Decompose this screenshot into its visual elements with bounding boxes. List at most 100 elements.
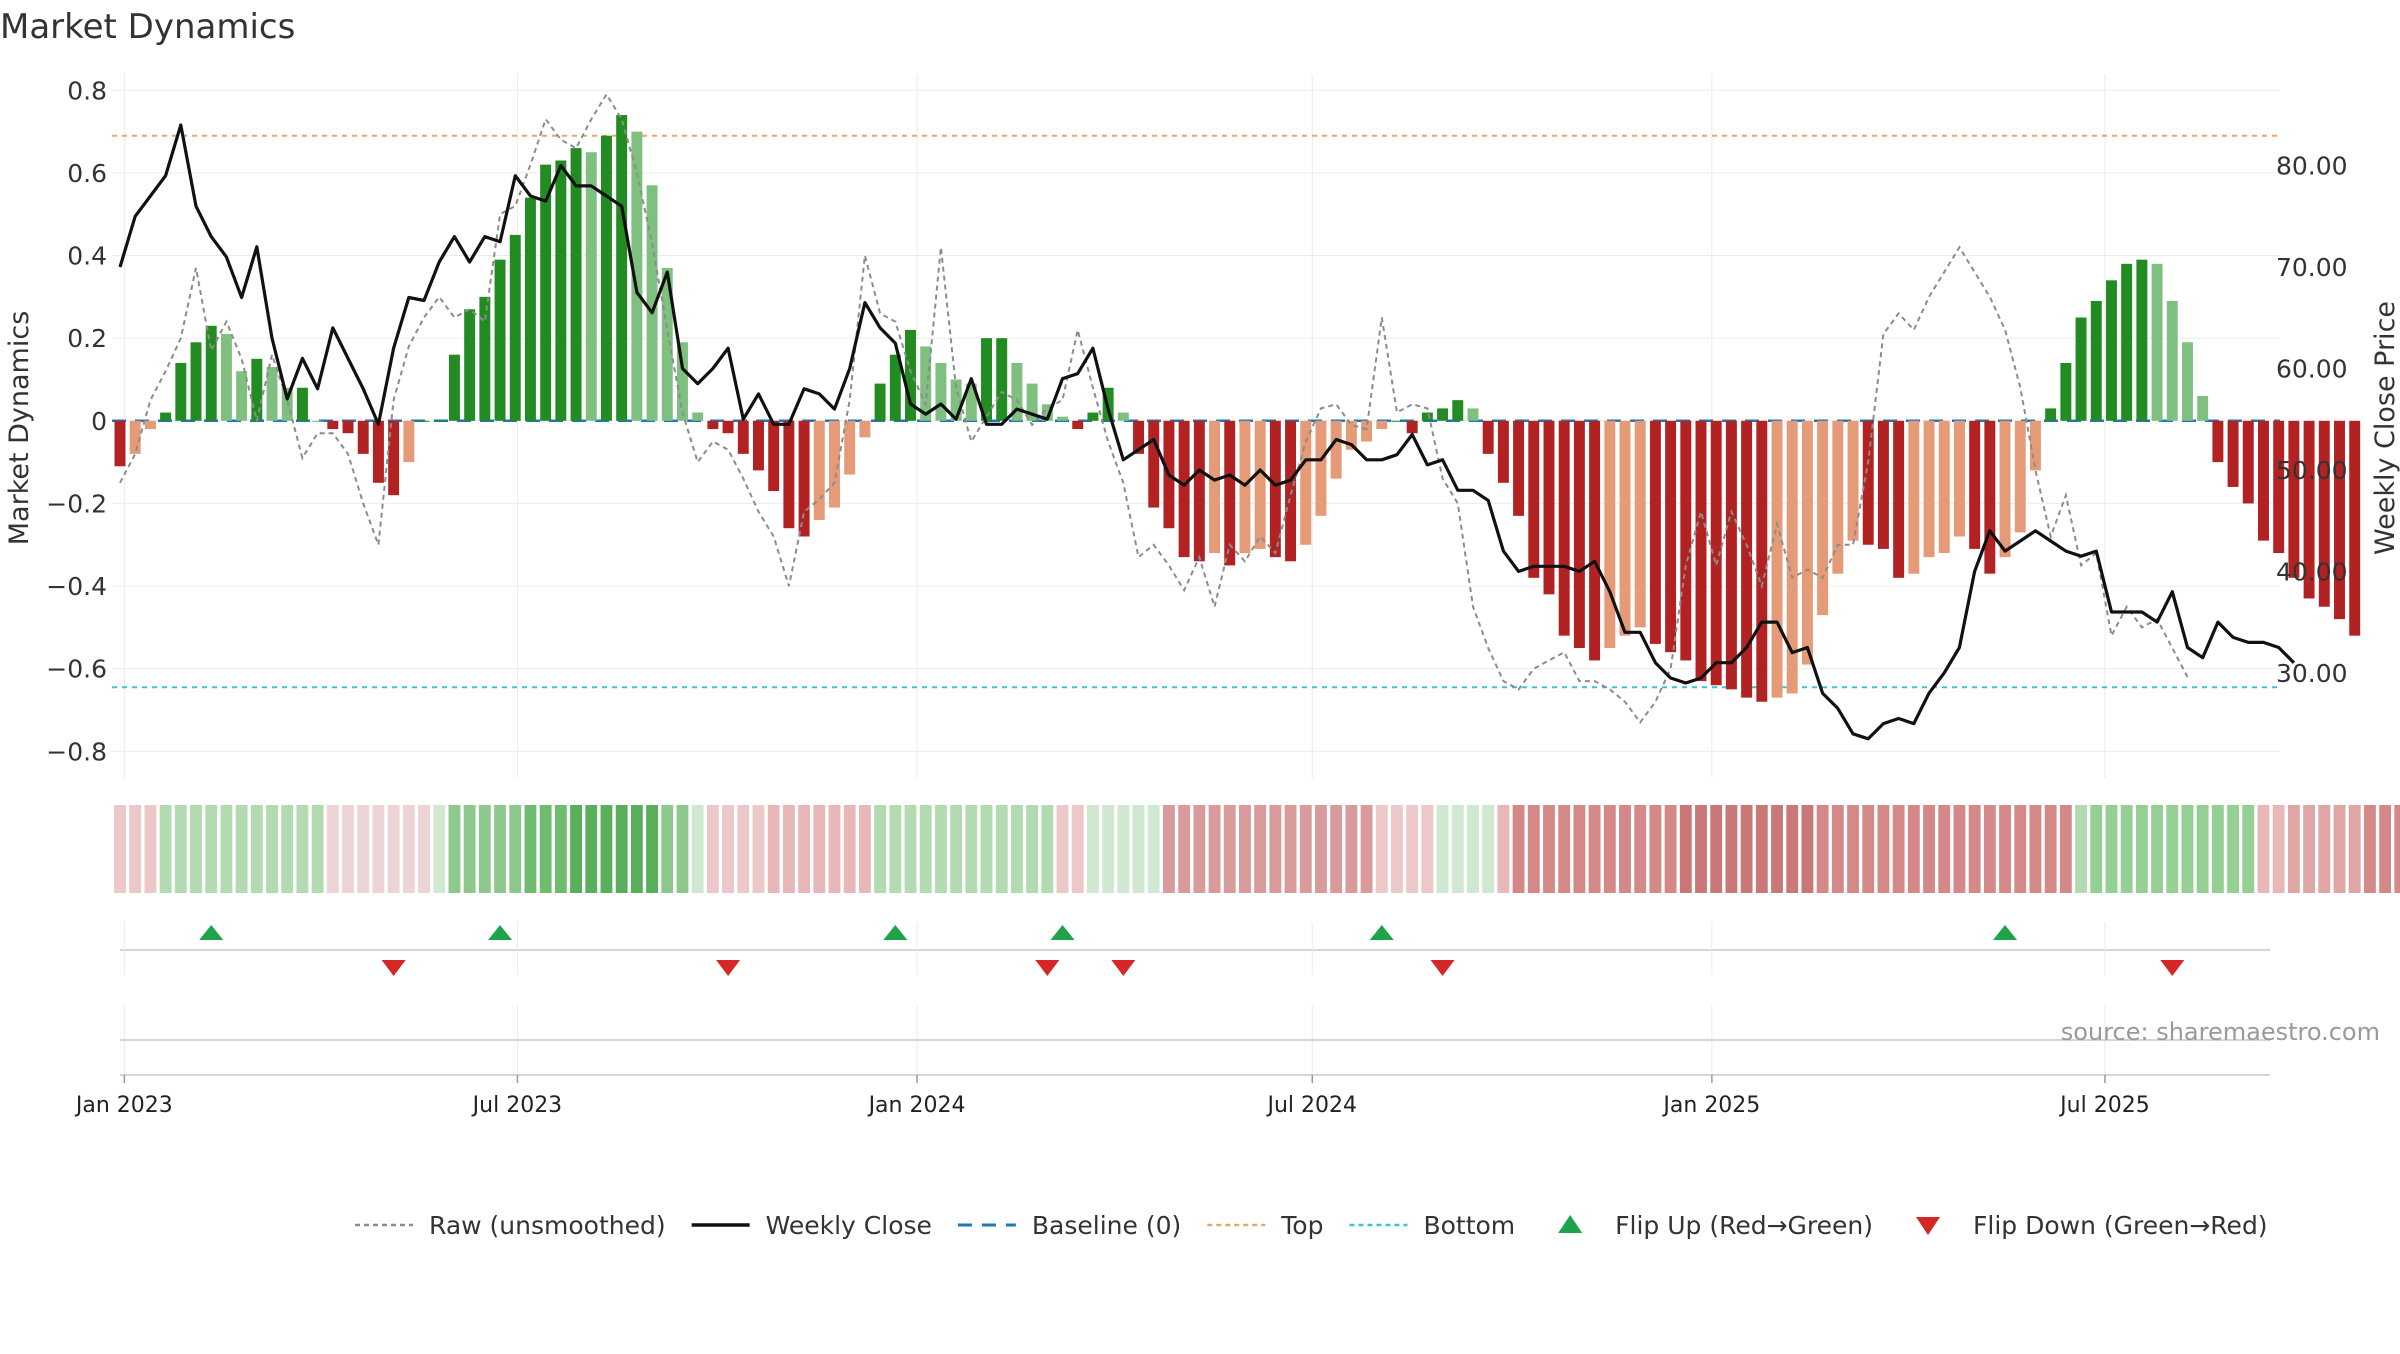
momentum-bar [418,420,430,422]
regime-strip-cell [2166,805,2179,893]
momentum-bar [1984,420,1996,574]
right-tick-label: 40.00 [2276,557,2348,586]
momentum-bar [950,379,962,421]
regime-strip-cell [463,805,476,893]
regime-strip-cell [646,805,658,893]
right-axis-label: Weekly Close Price [2370,301,2400,555]
flip-up-marker [1369,925,1394,940]
regime-strip-cell [1467,805,1479,893]
momentum-bar [1543,420,1555,595]
regime-strip-cell [813,805,826,893]
legend-swatch [1916,1217,1941,1235]
regime-strip-cell [1117,805,1130,893]
momentum-bar [357,420,369,454]
source-credit: source: sharemaestro.com [2061,1018,2380,1046]
momentum-bar [1391,420,1403,422]
momentum-bar [1634,420,1646,628]
regime-strip-cell [904,805,917,893]
momentum-bar [2060,362,2072,421]
regime-strip-cell [600,805,613,893]
momentum-bar [509,234,521,421]
regime-strip-cell [1710,805,1723,893]
momentum-bar [1437,408,1449,421]
momentum-bar [388,420,400,496]
regime-strip-cell [782,805,795,893]
momentum-bar [1285,420,1297,562]
momentum-bar [296,387,308,421]
regime-strip-cell [1071,805,1084,893]
momentum-bar [2075,317,2087,421]
regime-strip-cell [676,805,689,893]
regime-strip-cell [843,805,856,893]
regime-strip-cell [630,805,643,893]
regime-strip-cell [2059,805,2072,893]
regime-strip-cell [1482,805,1495,893]
momentum-bar [2136,259,2148,421]
regime-strip-cell [798,805,811,893]
momentum-bar [2227,420,2239,487]
right-axis-ticks: 80.00 70.00 60.00 50.00 40.00 30.00 [2276,152,2348,688]
flip-up-marker [199,925,224,940]
legend-swatch [1558,1215,1583,1233]
momentum-bar [2151,263,2163,421]
regime-strip-cell [1451,805,1464,893]
momentum-bar [2029,420,2041,471]
momentum-bar [570,148,582,421]
regime-strip-cell [1603,805,1616,893]
momentum-bar [2212,420,2224,463]
regime-strip-cell [1391,805,1403,893]
regime-strip-cell [1010,805,1023,893]
momentum-bar [737,420,749,454]
momentum-bar [2014,420,2026,533]
regime-strip-cell [1360,805,1373,893]
chart-title: Market Dynamics [0,7,295,47]
momentum-bar [1452,400,1464,421]
regime-strip-cell [129,805,142,893]
x-tick-label: Jul 2023 [471,1093,563,1118]
right-tick-label: 80.00 [2276,152,2348,181]
regime-strip-cell [737,805,750,893]
momentum-bar [190,342,202,421]
momentum-bar [1117,412,1129,421]
regime-strip-cell [1163,805,1175,893]
regime-strip-cell [1299,805,1312,893]
regime-strip-cell [615,805,628,893]
momentum-bar [677,342,688,421]
momentum-bar [2121,263,2133,421]
regime-strip-cell [1269,805,1282,893]
regime-strip-cell [950,805,963,893]
regime-strip-cell [1178,805,1191,893]
momentum-bar [1604,420,1616,649]
momentum-bar [1361,420,1373,442]
regime-strip-cell [372,805,385,893]
momentum-bar [1573,420,1585,649]
momentum-bar [935,362,947,421]
left-tick-label: −0.4 [46,572,107,601]
regime-strip-cell [1695,805,1707,893]
regime-strip-cell [722,805,735,893]
momentum-bar [2288,420,2300,578]
legend-label: Weekly Close [766,1211,932,1240]
regime-strip-cell [2379,805,2392,893]
regime-strip-cell [1315,805,1327,893]
regime-strip-cell [1330,805,1343,893]
x-tick-label: Jul 2025 [2058,1093,2150,1118]
momentum-bar [2334,420,2345,620]
momentum-bar [1832,420,1844,574]
regime-strip-cell [509,805,522,893]
momentum-bar [600,135,612,421]
flip-up-marker [488,925,513,940]
regime-strip-cell [2348,805,2361,893]
momentum-bar [2105,280,2117,421]
momentum-bar [844,420,856,475]
regime-strip-cell [1907,805,1920,893]
momentum-bar [1847,420,1859,541]
momentum-bar [1741,420,1753,698]
momentum-bar [1178,420,1190,558]
regime-strip-cell [1831,805,1844,893]
regime-strip-cell [1771,805,1783,893]
momentum-bar [1969,420,1981,549]
regime-strip-cell [1543,805,1555,893]
momentum-bar [783,420,795,529]
momentum-bar [707,420,719,430]
